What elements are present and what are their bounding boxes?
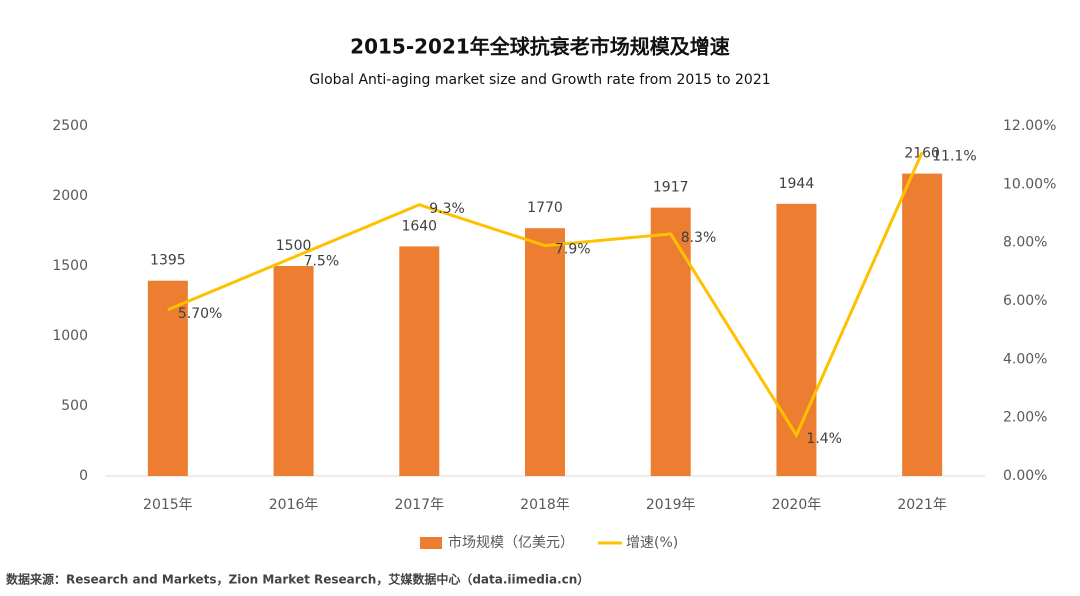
line-value-label: 7.5% <box>304 253 340 269</box>
bar-value-label: 1640 <box>401 218 437 234</box>
y2-tick-label: 4.00% <box>1003 351 1047 367</box>
line-value-label: 5.70% <box>178 306 222 322</box>
y2-tick-label: 6.00% <box>1003 293 1047 309</box>
y2-tick-label: 12.00% <box>1003 118 1056 134</box>
y-tick-label: 1000 <box>52 328 88 344</box>
line-value-label: 11.1% <box>932 148 976 164</box>
bar-value-label: 1770 <box>527 200 563 216</box>
x-tick-label: 2015年 <box>143 497 193 513</box>
line-value-label: 8.3% <box>681 230 717 246</box>
x-tick-label: 2019年 <box>646 497 696 513</box>
bar <box>902 173 943 476</box>
y-tick-label: 2500 <box>52 118 88 134</box>
y2-tick-label: 8.00% <box>1003 235 1047 251</box>
bar-value-label: 1395 <box>150 253 186 269</box>
bar-value-label: 1917 <box>653 180 689 196</box>
y-tick-label: 0 <box>79 468 88 484</box>
line-value-label: 1.4% <box>806 431 842 447</box>
x-tick-label: 2016年 <box>269 497 319 513</box>
x-tick-label: 2017年 <box>394 497 444 513</box>
source-note: 数据来源：Research and Markets，Zion Market Re… <box>6 572 589 587</box>
legend-swatch <box>420 537 442 549</box>
bar <box>650 207 691 476</box>
y-tick-label: 500 <box>61 398 88 414</box>
x-tick-label: 2020年 <box>772 497 822 513</box>
bar <box>776 203 817 476</box>
bar <box>399 246 440 476</box>
y2-tick-label: 10.00% <box>1003 176 1056 192</box>
growth-line <box>167 151 924 439</box>
y-tick-label: 1500 <box>52 258 88 274</box>
legend-label: 市场规模（亿美元） <box>448 534 574 551</box>
bar <box>147 280 188 476</box>
x-tick-label: 2021年 <box>897 497 947 513</box>
bar-value-label: 1944 <box>779 176 815 192</box>
bar <box>273 266 314 476</box>
bar-value-label: 1500 <box>276 238 312 254</box>
y2-tick-label: 0.00% <box>1003 468 1047 484</box>
chart-title: 2015-2021年全球抗衰老市场规模及增速 <box>350 35 730 59</box>
chart-subtitle: Global Anti-aging market size and Growth… <box>309 72 770 88</box>
legend-label: 增速(%) <box>626 535 678 551</box>
y-tick-label: 2000 <box>52 188 88 204</box>
x-tick-label: 2018年 <box>520 497 570 513</box>
line-value-label: 7.9% <box>555 242 591 258</box>
bar <box>525 228 565 476</box>
y2-tick-label: 2.00% <box>1003 410 1047 426</box>
line-value-label: 9.3% <box>429 201 465 217</box>
